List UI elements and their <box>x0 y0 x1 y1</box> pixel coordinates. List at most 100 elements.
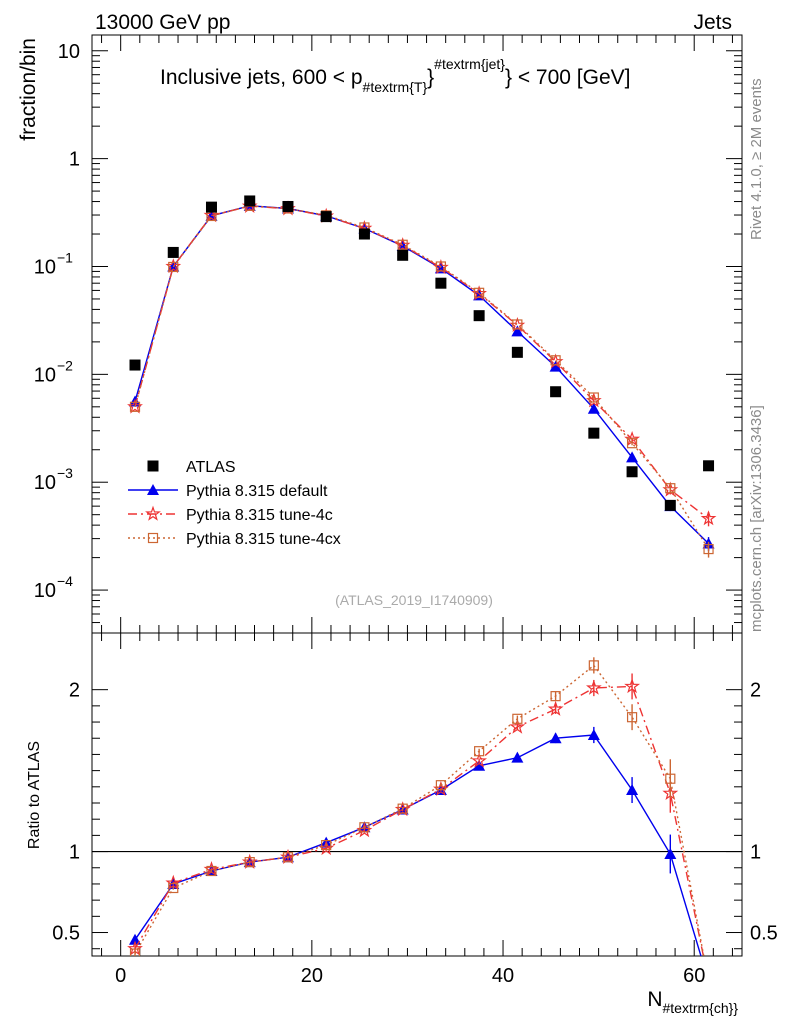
series-line-tune4c <box>134 205 709 520</box>
ratio-frame <box>91 632 743 957</box>
ratio-line-tune4c <box>134 685 705 956</box>
ratio-point-tune4cx <box>206 865 217 877</box>
legend-marker-tune4cx <box>147 532 159 544</box>
source-label: mcplots.cern.ch [arXiv:1306.3436] <box>748 405 765 632</box>
main-ytick-label: 10 <box>34 472 56 494</box>
ratio-point-tune4cx <box>321 839 332 851</box>
header-right: Jets <box>693 11 732 34</box>
ratio-point-default <box>587 729 600 740</box>
legend-marker-tune4c <box>145 505 161 521</box>
ratio-point-default <box>511 751 524 763</box>
ratio-ytick-label-right: 1 <box>750 842 761 864</box>
point-default <box>626 451 639 463</box>
main-ytick-label: 10 <box>58 41 80 63</box>
ratio-point-tune4cx <box>244 856 255 868</box>
legend-label-default: Pythia 8.315 default <box>186 483 328 500</box>
ratio-point-tune4c <box>586 679 602 695</box>
ratio-xtick-label: 0 <box>115 965 126 987</box>
point-tune4cx <box>435 261 446 272</box>
ratio-xlabel-main: N <box>647 988 662 1011</box>
main-title-brace: } <box>427 66 434 89</box>
ratio-xtick-label: 20 <box>301 965 323 987</box>
legend-marker-default <box>147 484 159 495</box>
data-point-atlas <box>397 249 409 261</box>
point-tune4cx <box>474 287 485 298</box>
ratio-point-tune4cx <box>474 746 485 757</box>
header-left: 13000 GeV pp <box>95 11 230 34</box>
rivet-label: Rivet 4.1.0, ≥ 2M events <box>748 78 765 240</box>
data-point-atlas <box>129 359 141 371</box>
ratio-line-tune4cx <box>134 664 705 956</box>
legend-label-data: ATLAS <box>186 459 236 476</box>
data-point-atlas <box>205 201 217 213</box>
ratio-point-tune4cx <box>512 713 523 724</box>
ratio-point-tune4cx <box>168 882 179 894</box>
ratio-xtick-label: 60 <box>683 965 705 987</box>
analysis-ref: (ATLAS_2019_I1740909) <box>335 592 493 608</box>
main-title-sub: #textrm{T} <box>363 79 428 95</box>
ratio-ytick-label-right: 0.5 <box>750 923 778 945</box>
data-point-atlas <box>703 460 715 472</box>
ratio-ytick-label: 2 <box>69 680 80 702</box>
data-point-atlas <box>588 427 600 439</box>
ratio-ytick-label-right: 2 <box>750 680 761 702</box>
ratio-point-default <box>626 784 639 796</box>
ratio-point-tune4c <box>547 700 564 716</box>
data-point-atlas <box>358 228 370 240</box>
point-tune4cx <box>397 239 408 250</box>
main-ytick-exponent: −3 <box>57 465 73 481</box>
ratio-point-tune4cx <box>626 712 638 723</box>
point-tune4cx <box>626 438 638 449</box>
point-default <box>511 325 524 337</box>
ratio-point-tune4cx <box>550 691 561 702</box>
data-point-atlas <box>244 195 256 207</box>
data-point-atlas <box>435 277 447 289</box>
ratio-ytick-label: 1 <box>69 842 80 864</box>
main-ytick-label: 1 <box>69 149 80 171</box>
legend: ATLAS Pythia 8.315 default Pythia 8.315 tu… <box>128 459 341 548</box>
data-point-atlas <box>626 466 638 478</box>
ratio-xtick-label: 40 <box>492 965 514 987</box>
point-tune4cx <box>703 543 714 555</box>
point-tune4cx <box>665 483 676 494</box>
point-tune4cx <box>168 261 179 273</box>
main-ytick-label: 10 <box>34 580 56 602</box>
data-point-atlas <box>167 246 179 258</box>
ratio-point-tune4c <box>624 678 641 694</box>
main-ytick-label: 10 <box>34 256 56 278</box>
ratio-point-tune4c <box>165 874 182 890</box>
main-ytick-exponent: −1 <box>57 249 73 265</box>
data-point-atlas <box>320 211 332 223</box>
data-point-atlas <box>473 310 485 322</box>
legend-label-tune4c: Pythia 8.315 tune-4c <box>186 507 333 524</box>
main-title-pre: Inclusive jets, 600 < p <box>160 66 363 89</box>
ratio-point-tune4cx <box>588 660 599 671</box>
ratio-point-default <box>129 933 142 945</box>
ratio-point-default <box>549 732 562 744</box>
data-point-atlas <box>664 499 676 511</box>
ratio-point-tune4cx <box>397 803 408 814</box>
ratio-point-tune4cx <box>129 948 141 956</box>
legend-label-tune4cx: Pythia 8.315 tune-4cx <box>186 531 341 548</box>
ratio-point-tune4cx <box>282 852 294 863</box>
point-default <box>549 360 562 372</box>
point-default <box>587 402 600 414</box>
main-title: Inclusive jets, 600 < p#textrm{T}}#textr… <box>160 56 631 95</box>
data-point-atlas <box>282 200 294 212</box>
main-ytick-exponent: −2 <box>57 357 73 373</box>
ratio-xlabel: N#textrm{ch}} <box>647 988 738 1016</box>
ratio-point-tune4c <box>471 752 488 768</box>
ratio-point-tune4cx <box>665 773 676 784</box>
main-title-post: } < 700 [GeV] <box>505 66 631 89</box>
ratio-point-default <box>664 848 677 859</box>
data-point-atlas <box>511 346 523 358</box>
ratio-point-tune4c <box>509 718 526 734</box>
main-ytick-exponent: −4 <box>57 573 73 589</box>
point-tune4cx <box>129 401 141 412</box>
main-title-sup: #textrm{jet} <box>434 56 505 72</box>
ratio-point-tune4cx <box>359 822 370 833</box>
ratio-point-tune4cx <box>435 780 446 791</box>
data-point-atlas <box>550 386 562 398</box>
